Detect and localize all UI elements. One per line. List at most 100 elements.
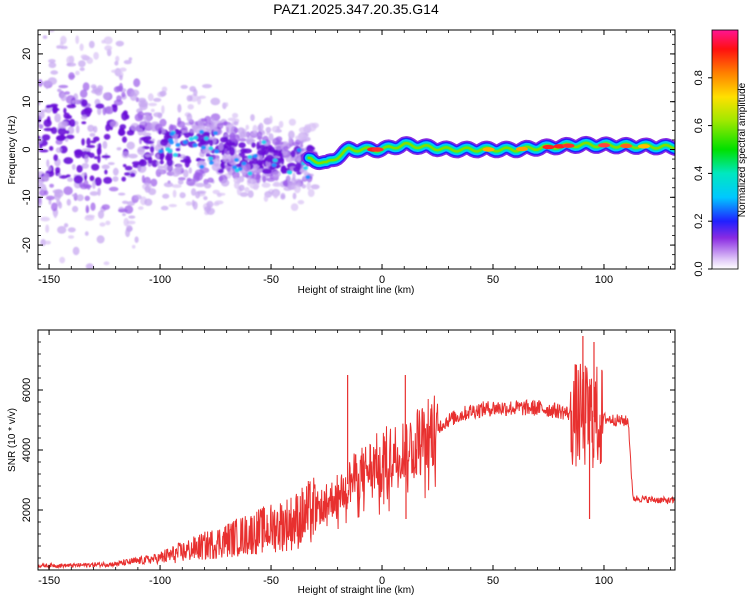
- spectrogram-blob: [97, 187, 101, 196]
- spectrogram-blob: [57, 127, 67, 136]
- spectrogram-blob: [60, 35, 67, 45]
- spectrogram-blob: [108, 186, 119, 192]
- spectrogram-blob: [96, 15, 104, 22]
- spectrogram-blob: [160, 170, 164, 175]
- spectrogram-blob: [102, 92, 110, 100]
- spectrogram-bright-spot: [247, 155, 253, 159]
- spectrogram-blob: [273, 191, 279, 199]
- spectrogram-blob: [112, 104, 118, 113]
- colorbar-tick-label: 0.0: [693, 261, 705, 276]
- spectrogram-blob: [82, 82, 90, 91]
- spectrogram-bright-spot: [234, 157, 239, 162]
- spectrogram-blob: [144, 198, 153, 206]
- snr-x-tick-label: -100: [149, 575, 171, 587]
- spectrogram-blob: [238, 142, 246, 149]
- spectrogram-blob: [204, 115, 212, 124]
- spectrogram-x-tick-label: 50: [487, 274, 499, 286]
- spectrogram-blob: [103, 36, 113, 45]
- spectrogram-blob: [144, 154, 152, 158]
- spectrogram-blob: [38, 111, 45, 119]
- spectrogram-blob: [213, 155, 220, 159]
- spectrogram-bright-spot: [213, 131, 219, 135]
- spectrogram-blob: [66, 62, 77, 67]
- spectrogram-blob: [86, 144, 96, 149]
- spectrogram-blob: [83, 107, 93, 114]
- spectrogram-bright-spot: [172, 153, 178, 157]
- spectrogram-blob: [115, 55, 120, 63]
- spectrogram-blob: [272, 182, 282, 187]
- spectrogram-blob: [220, 162, 225, 169]
- spectrogram-blob: [206, 200, 214, 208]
- spectrogram-blob: [116, 147, 122, 151]
- spectrogram-blob: [131, 244, 136, 249]
- spectrogram-blob: [39, 189, 46, 197]
- ridge-hotspot: [482, 147, 495, 152]
- spectrogram-blob: [139, 102, 148, 111]
- spectrogram-blob: [142, 132, 152, 137]
- snr-x-axis-title: Height of straight line (km): [298, 585, 415, 596]
- spectrogram-blob: [56, 45, 62, 49]
- spectrogram-blob: [161, 105, 165, 114]
- spectrogram-y-tick-label: 20: [21, 48, 33, 60]
- spectrogram-blob: [116, 95, 122, 102]
- spectrogram-blob: [122, 213, 126, 217]
- spectrogram-blob: [51, 202, 58, 212]
- spectrogram-blob: [132, 161, 141, 166]
- spectrogram-blob: [187, 104, 194, 110]
- spectrogram-blob: [186, 95, 193, 102]
- spectrogram-bright-spot: [234, 168, 240, 173]
- spectrogram-blob: [75, 125, 80, 134]
- spectrogram-blob: [40, 239, 47, 246]
- spectrogram-blob: [107, 162, 115, 166]
- snr-series: [38, 336, 675, 570]
- spectrogram-bright-spot: [247, 171, 253, 176]
- spectrogram-y-axis-title: Frequency (Hz): [7, 116, 18, 185]
- spectrogram-blob: [227, 156, 237, 161]
- spectrogram-blob: [97, 143, 102, 150]
- spectrogram-blob: [263, 195, 269, 202]
- spectrogram-blob: [148, 188, 157, 196]
- spectrogram-blob: [181, 129, 189, 134]
- spectrogram-blob: [67, 177, 74, 182]
- spectrogram-blob: [240, 148, 248, 154]
- spectrogram-blob: [211, 163, 221, 172]
- spectrogram-bright-spot: [193, 135, 198, 140]
- spectrogram-bright-spot: [199, 129, 205, 134]
- spectrogram-blob: [166, 158, 173, 167]
- spectrogram-blob: [297, 133, 308, 141]
- spectrogram-bright-spot: [272, 158, 278, 163]
- colorbar-tick-label: 0.2: [693, 214, 705, 229]
- spectrogram-blob: [43, 127, 54, 132]
- spectrogram-blob: [57, 226, 67, 234]
- spectrogram-bright-spot: [169, 132, 175, 136]
- spectrogram-blob: [216, 192, 226, 196]
- spectrogram-blob: [86, 184, 91, 190]
- spectrogram-blob: [109, 120, 119, 128]
- spectrogram-blob: [52, 108, 60, 111]
- spectrogram-blob: [52, 189, 63, 194]
- spectrogram-blob: [59, 135, 67, 140]
- spectrogram-blob: [266, 177, 276, 182]
- spectrogram-blob: [301, 184, 307, 189]
- spectrogram-blob: [307, 189, 315, 197]
- spectrogram-blob: [128, 57, 133, 61]
- spectrogram-blob: [134, 236, 139, 243]
- spectrogram-blob: [177, 179, 184, 185]
- spectrogram-blob: [81, 121, 87, 125]
- ridge-hotspot: [562, 143, 575, 148]
- spectrogram-blob: [38, 176, 49, 182]
- spectrogram-blob: [168, 204, 177, 208]
- spectrogram-y-tick-label: 10: [21, 96, 33, 108]
- spectrogram-blob: [298, 126, 308, 134]
- spectrogram-blob: [269, 115, 273, 124]
- spectrogram-blob: [175, 164, 183, 173]
- spectrogram-blob: [53, 154, 58, 162]
- spectrogram-blob: [69, 118, 76, 127]
- spectrogram-blob: [124, 165, 133, 171]
- spectrogram-blob: [150, 146, 155, 153]
- spectrogram-blob: [92, 180, 96, 190]
- spectrogram-blob: [78, 60, 86, 68]
- spectrogram-bright-spot: [261, 140, 267, 145]
